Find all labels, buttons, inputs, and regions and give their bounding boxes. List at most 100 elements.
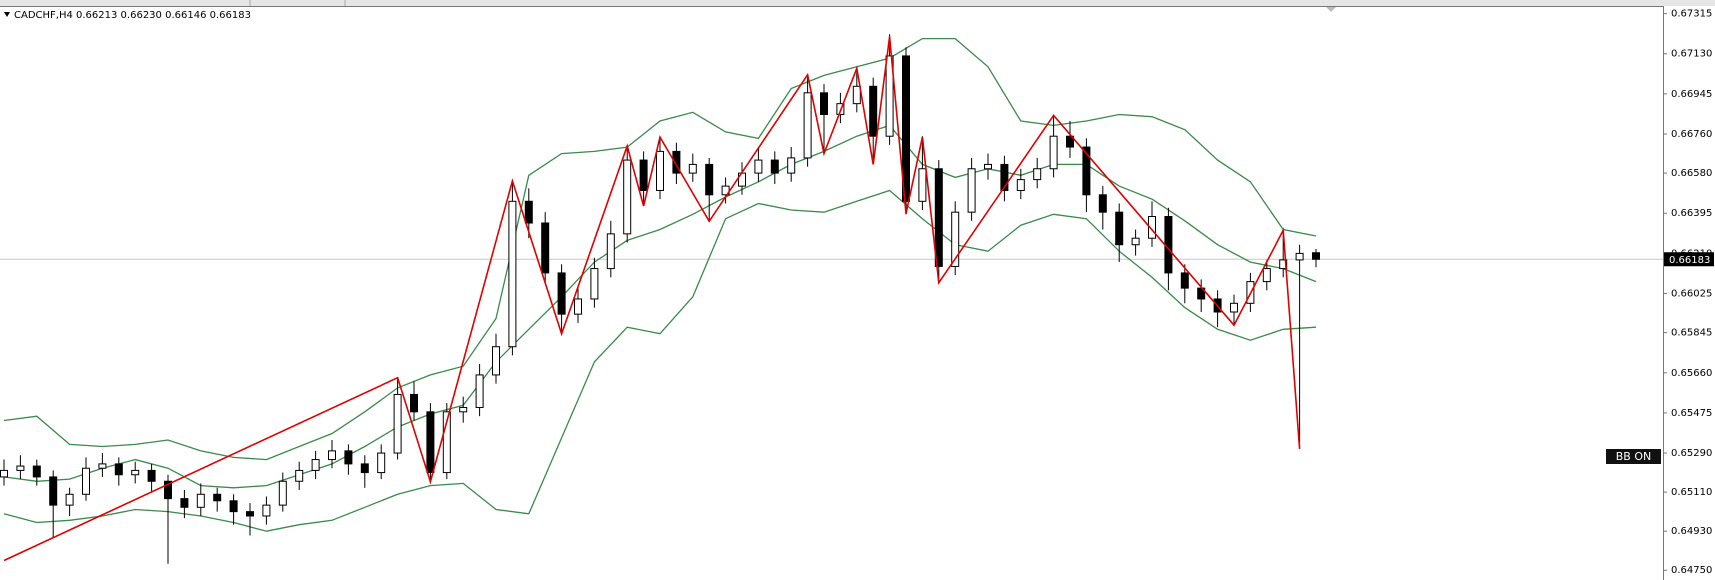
shift-marker <box>1326 7 1336 12</box>
candle-body <box>1279 259 1288 270</box>
candle-body <box>590 268 599 300</box>
candle-body <box>869 85 878 137</box>
candle-body <box>65 493 74 506</box>
candle-body <box>1131 237 1140 246</box>
candle-body <box>213 493 222 502</box>
candle-body <box>1230 302 1238 313</box>
candle-body <box>475 374 484 408</box>
bollinger-band <box>3 124 1317 489</box>
candle-body <box>393 393 402 454</box>
candle-body <box>1180 272 1189 289</box>
candle-body <box>557 272 566 315</box>
candle-body <box>1066 135 1074 148</box>
candle-body <box>803 92 812 159</box>
candle-body <box>311 459 320 471</box>
candle-body <box>295 469 304 482</box>
candle-body <box>49 476 58 506</box>
price-label: 0.66183 <box>1669 255 1710 266</box>
candle-body <box>508 200 517 348</box>
candle-body <box>623 159 632 235</box>
candle-body <box>1098 194 1107 213</box>
candle-body <box>524 200 533 224</box>
candle-body <box>754 159 763 174</box>
y-tick-label: 0.66580 <box>1671 168 1712 179</box>
candle-body <box>1033 168 1042 181</box>
candle-body <box>360 463 369 474</box>
candle-body <box>1312 252 1320 260</box>
candle-body <box>770 159 779 174</box>
y-tick-label: 0.66395 <box>1671 208 1712 219</box>
candle-body <box>426 411 435 474</box>
y-tick-label: 0.67130 <box>1671 49 1712 60</box>
candle-body <box>328 450 336 461</box>
candle-body <box>262 504 271 517</box>
candle-body <box>951 211 960 267</box>
candle-body <box>278 480 287 506</box>
y-tick-label: 0.66945 <box>1671 89 1712 100</box>
y-tick-label: 0.65110 <box>1671 487 1712 498</box>
candle-body <box>196 493 205 508</box>
candle-body <box>639 159 648 191</box>
candle-body <box>918 168 927 202</box>
y-tick-label: 0.66025 <box>1671 289 1712 300</box>
badge-label: BB ON <box>1616 450 1651 463</box>
candle-body <box>1049 135 1058 170</box>
badge-box <box>1606 449 1661 464</box>
candle-body <box>492 346 500 376</box>
candle-body <box>705 163 714 196</box>
menu-triangle <box>4 12 10 17</box>
candle-body <box>1082 146 1091 196</box>
candle-body <box>984 163 992 170</box>
candle-body <box>1262 268 1271 283</box>
candle-body <box>541 222 550 274</box>
zigzag-line <box>3 36 1301 562</box>
candle-body <box>98 463 107 469</box>
candle-body <box>246 511 254 517</box>
y-tick-label: 0.64930 <box>1671 526 1712 537</box>
candle-body <box>1295 252 1304 261</box>
candle-body <box>131 469 140 476</box>
candle-body <box>410 393 418 413</box>
y-tick-label: 0.65660 <box>1671 368 1712 379</box>
candle-body <box>1016 179 1025 191</box>
candle-body <box>164 480 172 500</box>
candle-body <box>229 500 238 513</box>
candle-body <box>16 465 25 471</box>
candle-body <box>656 150 664 191</box>
candle-body <box>574 298 582 315</box>
y-tick-label: 0.65290 <box>1671 448 1712 459</box>
candle-body <box>377 452 386 474</box>
candle-body <box>344 450 353 465</box>
candle-body <box>82 467 90 495</box>
bollinger-band <box>3 189 1317 532</box>
candle-body <box>606 233 615 270</box>
candle-body <box>1000 163 1009 191</box>
candle-body <box>820 92 828 116</box>
candle-body <box>0 469 8 478</box>
candle-body <box>442 411 451 474</box>
candle-body <box>967 168 976 213</box>
candle-body <box>934 168 943 267</box>
candle-body <box>672 150 681 174</box>
toolbar-strip <box>0 0 1715 6</box>
y-tick-label: 0.65475 <box>1671 408 1712 419</box>
candle-body <box>32 465 41 478</box>
y-tick-label: 0.67315 <box>1671 9 1712 20</box>
y-tick-label: 0.66760 <box>1671 129 1712 140</box>
price-label-box <box>1664 252 1714 267</box>
candle-body <box>147 469 156 482</box>
candle-body <box>180 498 189 508</box>
candle-body <box>1115 211 1124 246</box>
y-tick-label: 0.64750 <box>1671 565 1712 576</box>
candle-body <box>459 406 468 413</box>
candle-body <box>902 55 910 202</box>
chart-title: CADCHF,H4 0.66213 0.66230 0.66146 0.6618… <box>14 10 251 21</box>
y-tick-label: 0.65845 <box>1671 328 1712 339</box>
candle-body <box>1164 216 1173 274</box>
bollinger-band <box>3 37 1317 461</box>
candle-body <box>688 163 697 174</box>
candle-body <box>885 55 894 137</box>
candle-body <box>852 85 861 105</box>
candle-body <box>787 157 796 174</box>
